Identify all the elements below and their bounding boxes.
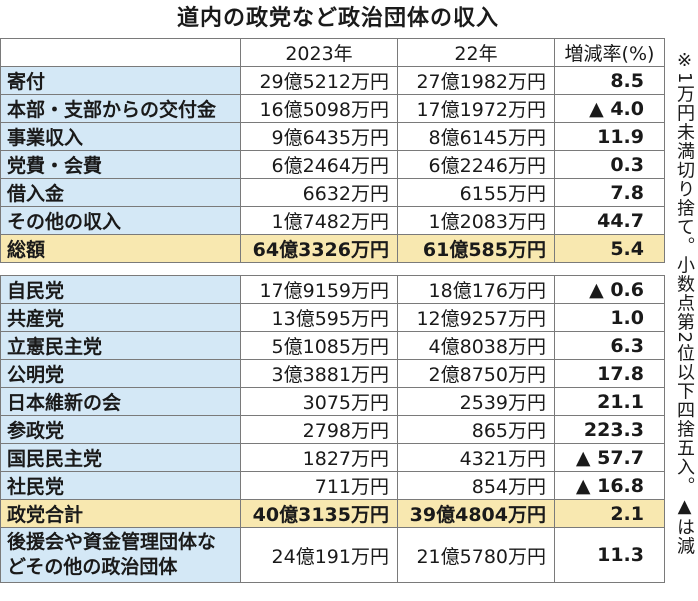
value-2023: 13億595万円 bbox=[240, 303, 398, 332]
value-2022: 6億2246万円 bbox=[397, 150, 555, 179]
value-2023: 6632万円 bbox=[240, 178, 398, 207]
change-rate: 0.3 bbox=[554, 150, 665, 179]
change-rate: 44.7 bbox=[554, 206, 665, 235]
table-row: 後援会や資金管理団体などその他の政治団体 24億191万円 21億5780万円 11.… bbox=[0, 527, 665, 583]
value-2023: 2798万円 bbox=[240, 415, 398, 444]
footnote: ※1万円未満切り捨て。小数点第2位以下四捨五入。▲は減 bbox=[674, 50, 695, 556]
change-rate: 5.4 bbox=[554, 234, 665, 263]
row-label: 後援会や資金管理団体などその他の政治団体 bbox=[0, 527, 241, 583]
value-2022: 18億176万円 bbox=[397, 275, 555, 304]
row-label: 自民党 bbox=[0, 275, 241, 304]
table-row: 寄付 29億5212万円 27億1982万円 8.5 bbox=[0, 66, 665, 95]
value-2022: 865万円 bbox=[397, 415, 555, 444]
table-row: 共産党 13億595万円 12億9257万円 1.0 bbox=[0, 303, 665, 332]
table-row: その他の収入 1億7482万円 1億2083万円 44.7 bbox=[0, 206, 665, 235]
value-2022: 6155万円 bbox=[397, 178, 555, 207]
page-title: 道内の政党など政治団体の収入 bbox=[176, 6, 499, 31]
value-2022: 2億8750万円 bbox=[397, 359, 555, 388]
change-rate: 11.9 bbox=[554, 122, 665, 151]
value-2023: 5億1085万円 bbox=[240, 331, 398, 360]
change-rate: 6.3 bbox=[554, 331, 665, 360]
table-row: 政党合計 40億3135万円 39億4804万円 2.1 bbox=[0, 499, 665, 528]
table-row: 社民党 711万円 854万円 ▲ 16.8 bbox=[0, 471, 665, 500]
value-2022: 17億1972万円 bbox=[397, 94, 555, 123]
value-2022: 8億6145万円 bbox=[397, 122, 555, 151]
value-2023: 16億5098万円 bbox=[240, 94, 398, 123]
value-2022: 21億5780万円 bbox=[397, 527, 555, 583]
table-row: 日本維新の会 3075万円 2539万円 21.1 bbox=[0, 387, 665, 416]
change-rate: 21.1 bbox=[554, 387, 665, 416]
spacer-cell bbox=[397, 262, 555, 276]
change-rate: ▲ 0.6 bbox=[554, 275, 665, 304]
row-label: 社民党 bbox=[0, 471, 241, 500]
value-2023: 1827万円 bbox=[240, 443, 398, 472]
header-label-cell bbox=[0, 38, 241, 67]
section-spacer bbox=[0, 262, 665, 276]
value-2023: 40億3135万円 bbox=[240, 499, 398, 528]
change-rate: 7.8 bbox=[554, 178, 665, 207]
row-label: 政党合計 bbox=[0, 499, 241, 528]
spacer-cell bbox=[0, 262, 241, 276]
value-2022: 39億4804万円 bbox=[397, 499, 555, 528]
header-2022: 22年 bbox=[397, 38, 555, 67]
value-2022: 4億8038万円 bbox=[397, 331, 555, 360]
table-row: 本部・支部からの交付金 16億5098万円 17億1972万円 ▲ 4.0 bbox=[0, 94, 665, 123]
value-2022: 854万円 bbox=[397, 471, 555, 500]
table-row: 党費・会費 6億2464万円 6億2246万円 0.3 bbox=[0, 150, 665, 179]
row-label: 日本維新の会 bbox=[0, 387, 241, 416]
change-rate: 8.5 bbox=[554, 66, 665, 95]
row-label: 寄付 bbox=[0, 66, 241, 95]
change-rate: 1.0 bbox=[554, 303, 665, 332]
row-label: 公明党 bbox=[0, 359, 241, 388]
value-2022: 2539万円 bbox=[397, 387, 555, 416]
table-row: 国民民主党 1827万円 4321万円 ▲ 57.7 bbox=[0, 443, 665, 472]
change-rate: ▲ 4.0 bbox=[554, 94, 665, 123]
table-row: 総額 64億3326万円 61億585万円 5.4 bbox=[0, 234, 665, 263]
change-rate: 2.1 bbox=[554, 499, 665, 528]
header-rate: 増減率(%) bbox=[554, 38, 665, 67]
value-2023: 24億191万円 bbox=[240, 527, 398, 583]
row-label: 事業収入 bbox=[0, 122, 241, 151]
table-row: 参政党 2798万円 865万円 223.3 bbox=[0, 415, 665, 444]
table-row: 事業収入 9億6435万円 8億6145万円 11.9 bbox=[0, 122, 665, 151]
value-2023: 3億3881万円 bbox=[240, 359, 398, 388]
table-body: 寄付 29億5212万円 27億1982万円 8.5 本部・支部からの交付金 16億509… bbox=[0, 66, 665, 583]
value-2022: 4321万円 bbox=[397, 443, 555, 472]
income-table: 2023年 22年 増減率(%) 寄付 29億5212万円 27億1982万円 8.5… bbox=[0, 38, 665, 583]
value-2023: 29億5212万円 bbox=[240, 66, 398, 95]
value-2022: 61億585万円 bbox=[397, 234, 555, 263]
spacer-cell bbox=[554, 262, 665, 276]
row-label: 国民民主党 bbox=[0, 443, 241, 472]
value-2023: 6億2464万円 bbox=[240, 150, 398, 179]
value-2022: 1億2083万円 bbox=[397, 206, 555, 235]
table-row: 立憲民主党 5億1085万円 4億8038万円 6.3 bbox=[0, 331, 665, 360]
change-rate: 11.3 bbox=[554, 527, 665, 583]
row-label: 共産党 bbox=[0, 303, 241, 332]
value-2023: 17億9159万円 bbox=[240, 275, 398, 304]
value-2023: 1億7482万円 bbox=[240, 206, 398, 235]
change-rate: 17.8 bbox=[554, 359, 665, 388]
change-rate: ▲ 57.7 bbox=[554, 443, 665, 472]
table-row: 借入金 6632万円 6155万円 7.8 bbox=[0, 178, 665, 207]
row-label: 参政党 bbox=[0, 415, 241, 444]
value-2023: 9億6435万円 bbox=[240, 122, 398, 151]
table-row: 自民党 17億9159万円 18億176万円 ▲ 0.6 bbox=[0, 275, 665, 304]
row-label: 借入金 bbox=[0, 178, 241, 207]
value-2022: 27億1982万円 bbox=[397, 66, 555, 95]
header-row: 2023年 22年 増減率(%) bbox=[0, 38, 665, 67]
row-label: その他の収入 bbox=[0, 206, 241, 235]
value-2022: 12億9257万円 bbox=[397, 303, 555, 332]
spacer-cell bbox=[240, 262, 398, 276]
table-row: 公明党 3億3881万円 2億8750万円 17.8 bbox=[0, 359, 665, 388]
value-2023: 64億3326万円 bbox=[240, 234, 398, 263]
row-label: 党費・会費 bbox=[0, 150, 241, 179]
row-label: 立憲民主党 bbox=[0, 331, 241, 360]
row-label: 本部・支部からの交付金 bbox=[0, 94, 241, 123]
change-rate: ▲ 16.8 bbox=[554, 471, 665, 500]
row-label: 総額 bbox=[0, 234, 241, 263]
value-2023: 3075万円 bbox=[240, 387, 398, 416]
change-rate: 223.3 bbox=[554, 415, 665, 444]
value-2023: 711万円 bbox=[240, 471, 398, 500]
header-2023: 2023年 bbox=[240, 38, 398, 67]
